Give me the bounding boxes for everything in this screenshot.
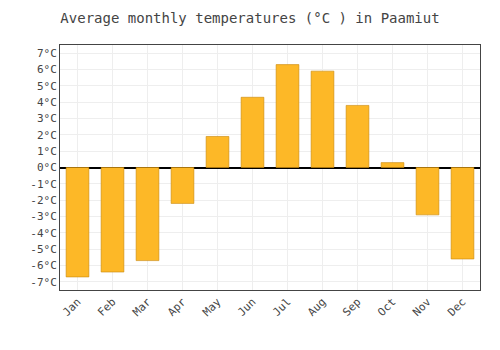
svg-text:Feb: Feb <box>95 296 118 319</box>
svg-text:Jul: Jul <box>270 296 293 319</box>
svg-text:-5°C: -5°C <box>30 243 57 256</box>
svg-text:May: May <box>200 295 224 319</box>
svg-text:7°C: 7°C <box>37 47 57 60</box>
svg-text:-2°C: -2°C <box>30 194 57 207</box>
svg-text:2°C: 2°C <box>37 129 57 142</box>
svg-text:Aug: Aug <box>305 296 328 319</box>
svg-text:Apr: Apr <box>165 295 189 319</box>
svg-text:-6°C: -6°C <box>30 259 57 272</box>
svg-text:0°C: 0°C <box>37 161 57 174</box>
svg-text:6°C: 6°C <box>37 63 57 76</box>
svg-text:-1°C: -1°C <box>30 178 57 191</box>
svg-text:Average monthly temperatures (: Average monthly temperatures (°C ) in Pa… <box>60 10 439 26</box>
svg-text:-3°C: -3°C <box>30 210 57 223</box>
svg-text:Nov: Nov <box>410 295 434 319</box>
svg-text:5°C: 5°C <box>37 80 57 93</box>
svg-text:1°C: 1°C <box>37 145 57 158</box>
svg-text:Jun: Jun <box>235 296 258 319</box>
svg-text:Mar: Mar <box>130 295 154 319</box>
svg-text:Oct: Oct <box>375 296 398 319</box>
svg-text:-7°C: -7°C <box>30 276 57 289</box>
svg-text:Dec: Dec <box>445 296 468 319</box>
svg-text:3°C: 3°C <box>37 112 57 125</box>
svg-text:Jan: Jan <box>60 296 83 319</box>
svg-text:-4°C: -4°C <box>30 227 57 240</box>
svg-text:Sep: Sep <box>340 296 363 319</box>
svg-text:4°C: 4°C <box>37 96 57 109</box>
